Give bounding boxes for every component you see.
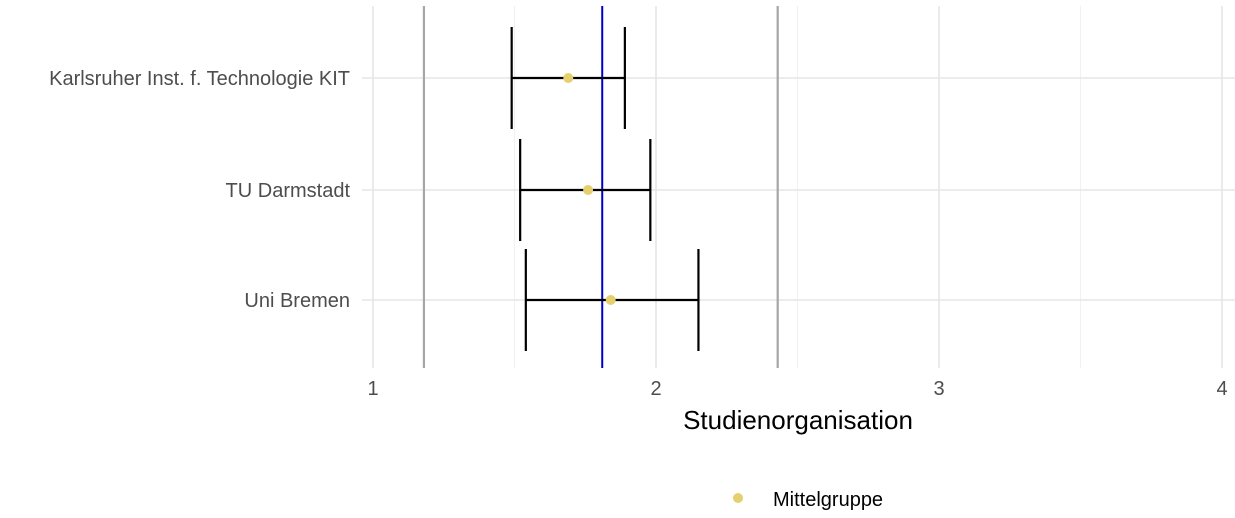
- y-axis-labels: Karlsruher Inst. f. Technologie KIT TU Da…: [49, 68, 350, 312]
- legend-marker: [733, 493, 743, 503]
- data-point: [605, 295, 616, 305]
- error-bars: [510, 27, 700, 351]
- legend: Mittelgruppe: [733, 489, 883, 511]
- legend-label: Mittelgruppe: [773, 489, 883, 511]
- x-tick-label: 2: [650, 378, 661, 400]
- y-tick-label: Uni Bremen: [244, 290, 350, 312]
- grid: [362, 6, 1235, 368]
- data-point: [563, 73, 574, 83]
- y-tick-label: TU Darmstadt: [226, 180, 351, 202]
- x-tick-label: 1: [367, 378, 378, 400]
- data-points: [563, 73, 616, 305]
- x-axis-title: Studienorganisation: [683, 405, 913, 435]
- x-axis-labels: 1 2 3 4: [367, 378, 1227, 400]
- x-tick-label: 3: [933, 378, 944, 400]
- x-tick-label: 4: [1216, 378, 1227, 400]
- data-point: [583, 185, 594, 195]
- reference-lines: [422, 6, 779, 368]
- y-tick-label: Karlsruher Inst. f. Technologie KIT: [49, 68, 350, 90]
